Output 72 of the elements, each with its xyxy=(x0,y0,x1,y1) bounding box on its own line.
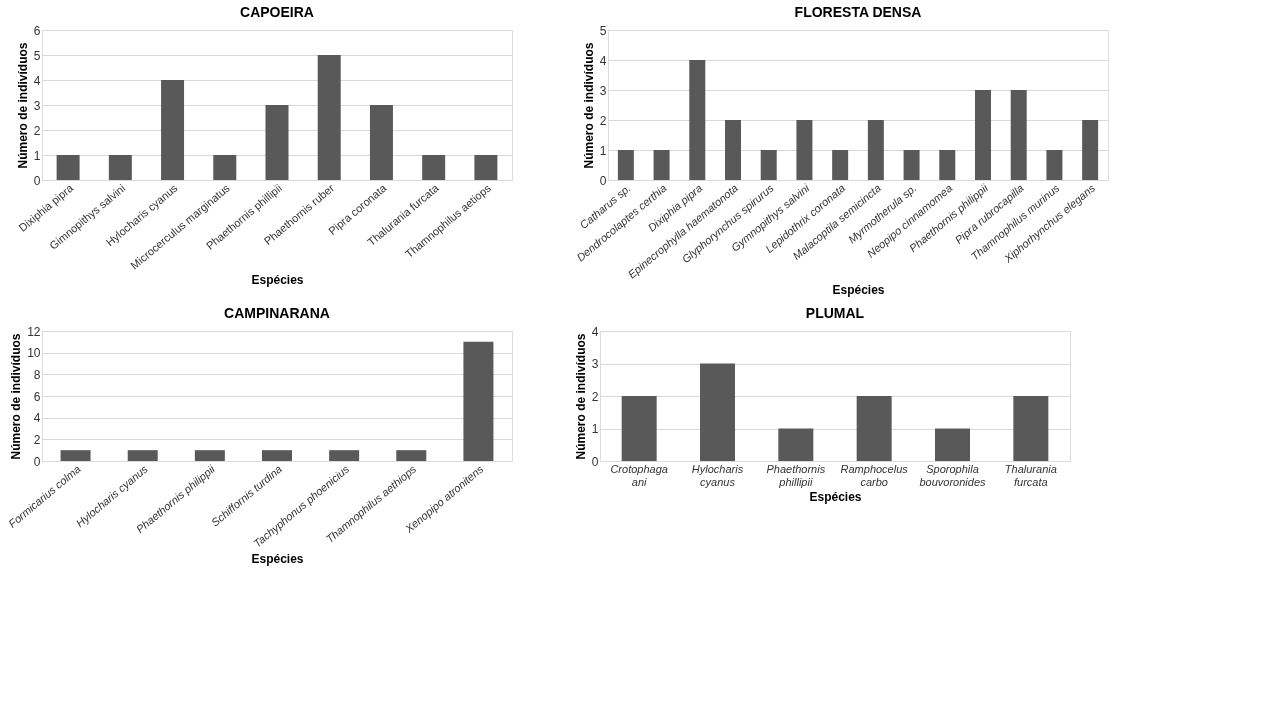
x-tick-label: Sporophila bouvoronides xyxy=(919,462,987,488)
x-axis-title: Espécies xyxy=(251,551,304,566)
bar xyxy=(213,155,237,180)
bar xyxy=(422,155,446,180)
bar xyxy=(760,150,777,180)
y-tick-label: 4 xyxy=(33,411,41,426)
y-tick-label: 3 xyxy=(591,357,599,371)
bar xyxy=(975,90,991,180)
bar xyxy=(1082,120,1099,180)
bar xyxy=(832,150,849,180)
y-tick-label: 1 xyxy=(33,148,41,163)
bar xyxy=(700,363,735,461)
x-tick-label: Ramphocelus carbo xyxy=(840,462,909,488)
x-tick-label: Thalurania furcata xyxy=(1004,462,1057,488)
chart-title: FLORESTA DENSA xyxy=(794,4,922,20)
bar xyxy=(725,120,741,180)
bar xyxy=(1010,90,1027,180)
bar xyxy=(867,120,884,180)
x-tick-label: Hylocharis cyanus xyxy=(691,462,744,488)
bar xyxy=(939,150,956,180)
y-axis-title: Número de indivíduos xyxy=(15,42,30,169)
y-tick-label: 8 xyxy=(33,367,41,382)
chart-title: CAPOEIRA xyxy=(240,4,314,20)
y-tick-label: 3 xyxy=(599,83,607,98)
y-tick-label: 0 xyxy=(599,173,607,188)
y-tick-label: 5 xyxy=(599,23,607,38)
x-tick-label: Phaethornis phillipii xyxy=(766,462,826,488)
y-tick-label: 10 xyxy=(27,346,41,361)
y-tick-label: 12 xyxy=(27,324,41,339)
bar xyxy=(317,55,341,180)
bar xyxy=(621,396,657,461)
x-axis-title: Espécies xyxy=(809,489,862,504)
y-tick-label: 0 xyxy=(591,454,599,469)
y-tick-label: 2 xyxy=(33,123,41,138)
y-axis-title: Número de indivíduos xyxy=(9,333,24,460)
bar xyxy=(903,150,920,180)
bar xyxy=(369,105,393,180)
x-tick-label: Crotophaga ani xyxy=(610,462,668,488)
bar xyxy=(108,155,132,180)
y-tick-label: 2 xyxy=(591,389,599,404)
bar xyxy=(161,80,185,180)
y-tick-label: 1 xyxy=(599,143,607,158)
y-tick-label: 4 xyxy=(599,53,607,68)
x-axis-title: Espécies xyxy=(251,273,304,288)
y-tick-label: 4 xyxy=(591,324,599,339)
y-axis-title: Número de indivíduos xyxy=(581,42,596,169)
y-tick-label: 4 xyxy=(33,73,41,88)
bar xyxy=(617,150,634,180)
y-tick-label: 2 xyxy=(33,432,41,447)
bar xyxy=(653,150,670,180)
bar xyxy=(778,428,814,461)
x-axis-title: Espécies xyxy=(832,282,885,297)
y-tick-label: 1 xyxy=(591,422,599,436)
chart-title: CAMPINARANA xyxy=(224,305,330,321)
bar xyxy=(265,105,289,180)
bar xyxy=(1046,150,1063,180)
bar xyxy=(56,155,80,180)
bar xyxy=(689,60,706,180)
y-tick-label: 0 xyxy=(33,454,41,469)
y-axis-title: Número de indivíduos xyxy=(573,333,588,460)
bar xyxy=(935,428,970,461)
y-tick-label: 6 xyxy=(33,23,41,38)
y-tick-label: 5 xyxy=(33,48,41,63)
y-tick-label: 6 xyxy=(33,389,41,404)
bar xyxy=(856,396,892,461)
bar xyxy=(796,120,813,180)
y-tick-label: 0 xyxy=(33,173,41,188)
bar xyxy=(474,155,498,180)
chart-title: PLUMAL xyxy=(805,305,865,321)
y-tick-label: 3 xyxy=(33,98,41,113)
y-tick-label: 2 xyxy=(599,113,607,128)
bar xyxy=(1013,396,1049,461)
